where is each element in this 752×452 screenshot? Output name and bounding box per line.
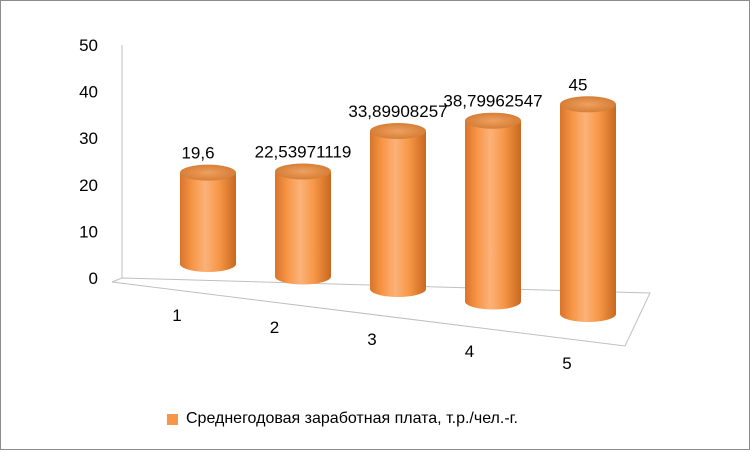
- legend: Среднегодовая заработная плата, т.р./чел…: [167, 408, 518, 430]
- x-tick-label: 1: [172, 306, 181, 325]
- cylinder-bar: [180, 164, 236, 272]
- cylinder-bar: [370, 123, 426, 297]
- x-tick-label: 4: [465, 342, 474, 361]
- x-tick-label: 5: [562, 354, 571, 373]
- cylinder-body: [560, 104, 616, 322]
- cylinder-body: [370, 131, 426, 297]
- cylinder-top: [465, 112, 521, 129]
- cylinder-top: [370, 123, 426, 140]
- cylinder-body: [180, 172, 236, 272]
- cylinder-body: [465, 120, 521, 310]
- cylinder-bar: [560, 96, 616, 322]
- y-tick-label: 40: [79, 83, 98, 102]
- cylinder-top: [275, 163, 331, 180]
- x-tick-label: 2: [270, 318, 279, 337]
- cylinder-top: [180, 164, 236, 181]
- x-tick-label: 3: [367, 330, 376, 349]
- data-label: 38,79962547: [443, 92, 542, 111]
- y-tick-label: 20: [79, 176, 98, 195]
- data-label: 33,89908257: [348, 102, 447, 121]
- cylinder-top: [560, 96, 616, 113]
- y-tick-label: 30: [79, 129, 98, 148]
- y-tick-label: 50: [79, 36, 98, 55]
- data-label: 45: [569, 75, 588, 94]
- cylinder-bar: [275, 163, 331, 285]
- y-tick-label: 0: [89, 269, 98, 288]
- data-label: 19,6: [181, 144, 214, 163]
- y-tick-label: 10: [79, 222, 98, 241]
- cylinder-body: [275, 171, 331, 285]
- legend-label: Среднегодовая заработная плата, т.р./чел…: [186, 410, 518, 427]
- legend-swatch: [167, 413, 178, 425]
- data-label: 22,53971119: [255, 142, 352, 161]
- cylinder-bar: [465, 112, 521, 310]
